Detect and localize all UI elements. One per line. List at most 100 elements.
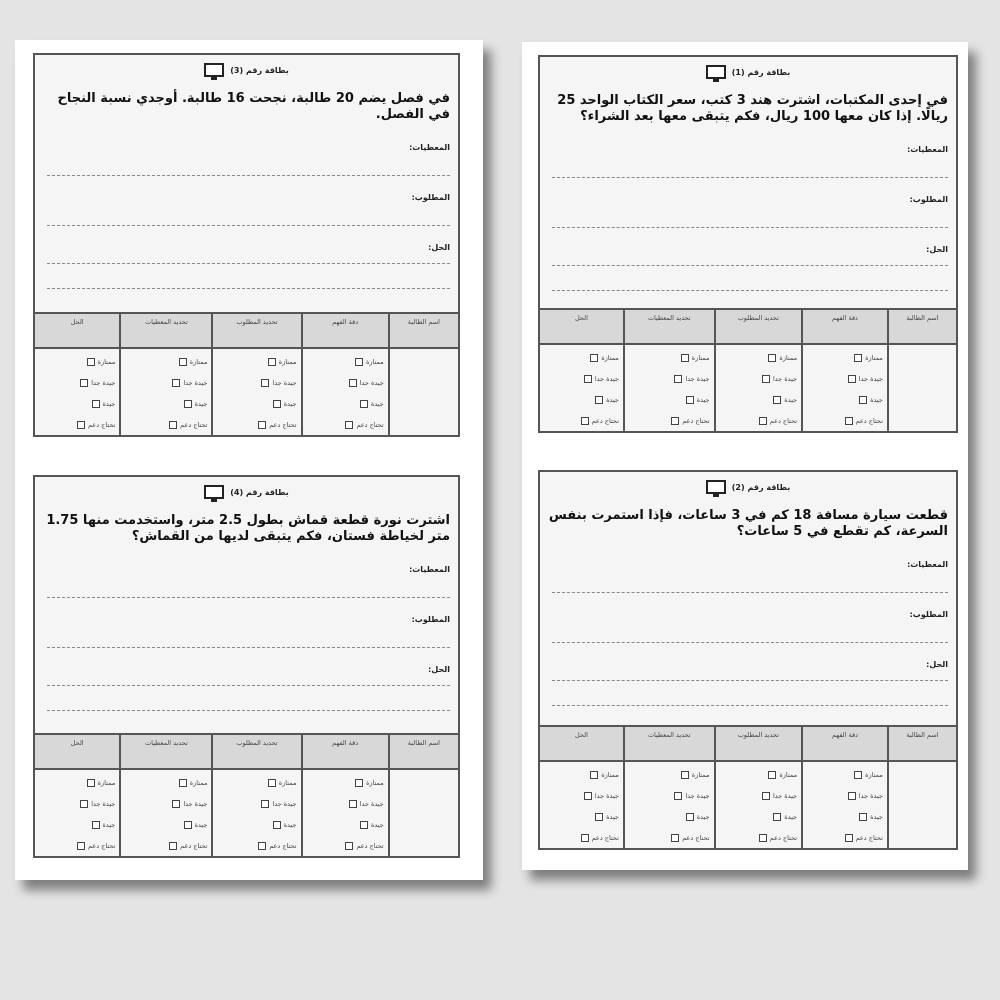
checkbox[interactable] [680,353,689,362]
rubric-option[interactable]: جيدة [625,389,710,410]
checkbox[interactable] [671,833,680,842]
answer-line[interactable] [47,263,450,264]
checkbox[interactable] [178,357,187,366]
checkbox[interactable] [580,416,589,425]
checkbox[interactable] [258,420,267,429]
checkbox[interactable] [86,778,95,787]
checkbox[interactable] [91,399,100,408]
rubric-option[interactable]: تحتاج دعم [716,410,797,431]
checkbox[interactable] [80,378,89,387]
rubric-option[interactable]: ممتازة [540,347,619,368]
checkbox[interactable] [267,778,276,787]
checkbox[interactable] [847,374,856,383]
checkbox[interactable] [172,799,181,808]
rubric-option[interactable]: جيدة جدا [213,372,297,393]
checkbox[interactable] [272,399,281,408]
checkbox[interactable] [674,791,683,800]
checkbox[interactable] [674,374,683,383]
checkbox[interactable] [348,799,357,808]
checkbox[interactable] [77,841,86,850]
rubric-option[interactable]: ممتازة [625,347,710,368]
rubric-option[interactable]: جيدة جدا [803,368,883,389]
rubric-option[interactable]: تحتاج دعم [716,827,797,848]
rubric-option[interactable]: جيدة [625,806,710,827]
answer-line[interactable] [47,647,450,648]
rubric-option[interactable]: ممتازة [803,347,883,368]
rubric-option[interactable]: جيدة جدا [303,793,384,814]
rubric-option[interactable]: جيدة [303,814,384,835]
rubric-option[interactable]: جيدة جدا [540,785,619,806]
answer-line[interactable] [552,290,948,291]
rubric-option[interactable]: تحتاج دعم [303,414,384,435]
answer-line[interactable] [552,265,948,266]
rubric-option[interactable]: تحتاج دعم [303,835,384,856]
checkbox[interactable] [671,416,680,425]
checkbox[interactable] [758,833,767,842]
checkbox[interactable] [77,420,86,429]
rubric-option[interactable]: تحتاج دعم [625,410,710,431]
rubric-option[interactable]: جيدة [35,814,115,835]
rubric-option[interactable]: جيدة جدا [35,793,115,814]
rubric-option[interactable]: جيدة جدا [121,793,207,814]
answer-line[interactable] [47,710,450,711]
checkbox[interactable] [80,799,89,808]
rubric-option[interactable]: تحتاج دعم [213,835,297,856]
rubric-option[interactable]: تحتاج دعم [35,835,115,856]
rubric-option[interactable]: ممتازة [716,347,797,368]
checkbox[interactable] [86,357,95,366]
rubric-option[interactable]: تحتاج دعم [121,414,207,435]
rubric-option[interactable]: جيدة جدا [716,368,797,389]
rubric-option[interactable]: جيدة جدا [35,372,115,393]
answer-line[interactable] [552,592,948,593]
rubric-option[interactable]: جيدة [803,806,883,827]
checkbox[interactable] [267,357,276,366]
checkbox[interactable] [258,841,267,850]
rubric-option[interactable]: ممتازة [35,351,115,372]
rubric-option[interactable]: جيدة [121,393,207,414]
rubric-option[interactable]: تحتاج دعم [213,414,297,435]
answer-line[interactable] [47,685,450,686]
rubric-option[interactable]: تحتاج دعم [803,827,883,848]
checkbox[interactable] [183,399,192,408]
checkbox[interactable] [844,416,853,425]
checkbox[interactable] [261,378,270,387]
checkbox[interactable] [859,395,868,404]
checkbox[interactable] [355,357,364,366]
checkbox[interactable] [680,770,689,779]
answer-line[interactable] [552,705,948,706]
answer-line[interactable] [47,288,450,289]
checkbox[interactable] [272,820,281,829]
checkbox[interactable] [172,378,181,387]
rubric-option[interactable]: تحتاج دعم [121,835,207,856]
rubric-option[interactable]: جيدة جدا [213,793,297,814]
rubric-option[interactable]: جيدة جدا [540,368,619,389]
rubric-option[interactable]: ممتازة [625,764,710,785]
answer-line[interactable] [552,227,948,228]
checkbox[interactable] [761,374,770,383]
checkbox[interactable] [854,353,863,362]
rubric-option[interactable]: تحتاج دعم [540,827,619,848]
rubric-option[interactable]: جيدة [213,393,297,414]
answer-line[interactable] [47,597,450,598]
rubric-option[interactable]: جيدة [540,389,619,410]
checkbox[interactable] [169,420,178,429]
checkbox[interactable] [854,770,863,779]
checkbox[interactable] [685,395,694,404]
rubric-option[interactable]: جيدة جدا [625,368,710,389]
checkbox[interactable] [261,799,270,808]
checkbox[interactable] [359,820,368,829]
checkbox[interactable] [590,353,599,362]
rubric-option[interactable]: ممتازة [213,351,297,372]
rubric-option[interactable]: جيدة جدا [716,785,797,806]
checkbox[interactable] [178,778,187,787]
rubric-option[interactable]: ممتازة [540,764,619,785]
rubric-option[interactable]: ممتازة [121,772,207,793]
checkbox[interactable] [859,812,868,821]
checkbox[interactable] [685,812,694,821]
answer-line[interactable] [47,175,450,176]
rubric-option[interactable]: جيدة [35,393,115,414]
rubric-option[interactable]: جيدة جدا [121,372,207,393]
rubric-option[interactable]: جيدة [716,389,797,410]
checkbox[interactable] [348,378,357,387]
checkbox[interactable] [844,833,853,842]
